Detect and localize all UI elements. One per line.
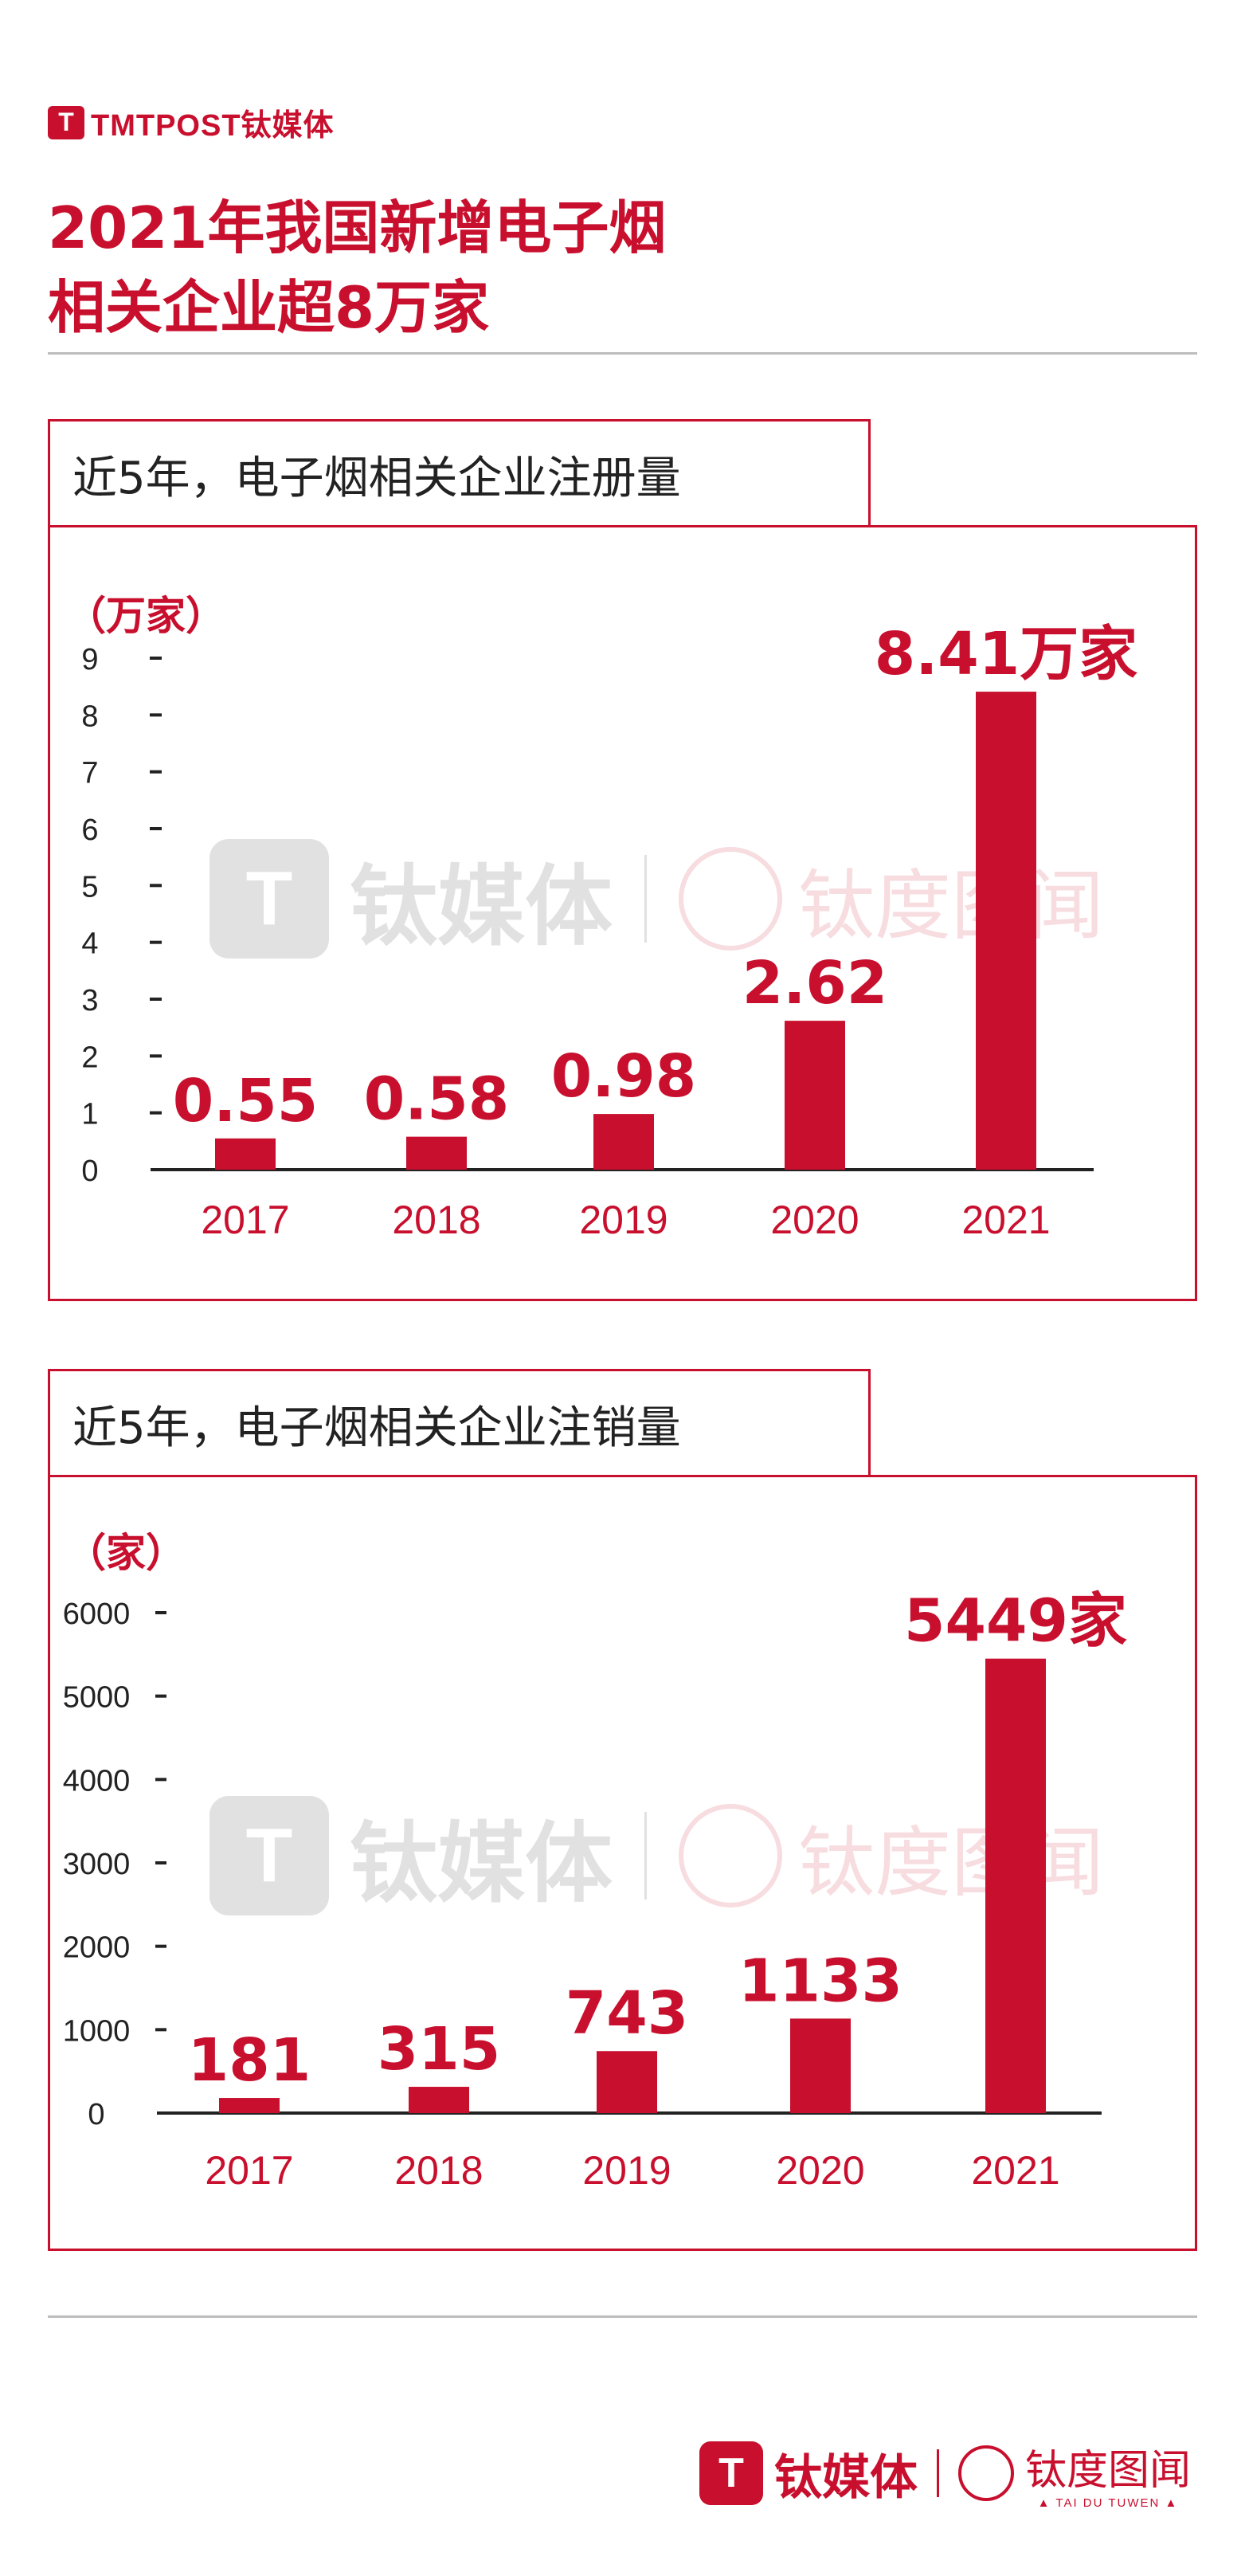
chart2-svg: （家） 0 1000 2000 3000 4000 5000 6000 181 2017 315… xyxy=(63,1530,1127,2193)
data-label-2020: 1133 xyxy=(738,1947,902,2015)
y-tick-label: 2 xyxy=(81,1041,98,1074)
bar-2017 xyxy=(219,2098,280,2113)
y-tick-label: 7 xyxy=(81,757,98,790)
bar-2019 xyxy=(593,1114,654,1170)
page-title-line2: 相关企业超8万家 xyxy=(48,274,490,341)
y-tick-label: 1000 xyxy=(63,2014,131,2048)
data-label-2020: 2.62 xyxy=(742,949,888,1017)
y-tick-label: 4000 xyxy=(63,1764,131,1798)
watermark-name2: 钛度图闻 xyxy=(798,861,1104,951)
bar-2017 xyxy=(215,1138,276,1170)
y-tick-label: 8 xyxy=(81,700,98,733)
y-tick-label: 4 xyxy=(81,927,98,961)
x-category-label: 2020 xyxy=(776,2148,864,2193)
footer-brand2-name: 钛度图闻 xyxy=(1025,2447,1192,2495)
x-category-label: 2019 xyxy=(582,2148,671,2193)
x-category-label: 2021 xyxy=(971,2148,1059,2193)
x-category-label: 2019 xyxy=(579,1198,668,1242)
y-tick-label: 0 xyxy=(81,1155,98,1188)
chart1-panel: T 钛媒体 钛度图闻 （万家） 0 1 2 3 4 5 6 7 8 9 0.55 2017 0.58 2… xyxy=(48,525,1197,1301)
page-title: 2021年我国新增电子烟 相关企业超8万家 xyxy=(48,188,1083,347)
chart1-watermark: T 钛媒体 钛度图闻 xyxy=(209,835,1104,963)
footer-logo-icon: T xyxy=(699,2441,763,2505)
data-label-2017: 0.55 xyxy=(173,1067,319,1135)
y-tick-label: 1 xyxy=(81,1098,98,1131)
x-category-label: 2018 xyxy=(394,2148,483,2193)
footer-eye-icon xyxy=(958,2445,1014,2501)
bar-2018 xyxy=(406,1136,467,1170)
watermark-eye-icon xyxy=(679,1804,782,1907)
chart1-title: 近5年，电子烟相关企业注册量 xyxy=(72,453,681,504)
footer-logo: T 钛媒体 钛度图闻 ▲ TAI DU TUWEN ▲ xyxy=(699,2437,1191,2510)
tmtpost-logo-icon: T xyxy=(48,105,84,139)
chart1-title-tab: 近5年，电子烟相关企业注册量 xyxy=(48,419,871,527)
data-label-2017: 181 xyxy=(188,2026,311,2095)
top-divider xyxy=(48,352,1197,355)
y-tick-label: 3000 xyxy=(63,1848,131,1881)
watermark-name2: 钛度图闻 xyxy=(798,1817,1104,1907)
tmtpost-logo-text: TMTPOST钛媒体 xyxy=(91,109,335,143)
bar-2020 xyxy=(785,1021,845,1170)
y-tick-label: 6000 xyxy=(63,1598,131,1631)
watermark-logo-icon: T xyxy=(209,1796,329,1915)
y-tick-label: 5000 xyxy=(63,1681,131,1715)
chart2-watermark: T 钛媒体 钛度图闻 xyxy=(209,1792,1104,1919)
bar-2021 xyxy=(985,1658,1046,2113)
x-category-label: 2020 xyxy=(770,1198,859,1242)
watermark-logo-icon: T xyxy=(209,839,329,959)
data-label-2019: 743 xyxy=(566,1979,688,2048)
chart2-panel: T 钛媒体 钛度图闻 （家） 0 1000 2000 3000 4000 5000 6000… xyxy=(48,1475,1197,2251)
y-tick-label: 5 xyxy=(81,870,98,904)
x-category-label: 2021 xyxy=(961,1198,1050,1242)
y-tick-label: 2000 xyxy=(63,1931,131,1965)
footer-brand2-sub: ▲ TAI DU TUWEN ▲ xyxy=(1037,2496,1179,2510)
data-label-2018: 315 xyxy=(378,2015,500,2084)
bar-2021 xyxy=(976,692,1036,1170)
y-tick-label: 6 xyxy=(81,814,98,847)
chart2-title: 近5年，电子烟相关企业注销量 xyxy=(72,1402,681,1454)
chart1-y-axis-label: （万家） xyxy=(66,593,225,639)
chart2-y-axis-label: （家） xyxy=(66,1530,186,1576)
x-category-label: 2017 xyxy=(201,1198,289,1242)
watermark-name: 钛媒体 xyxy=(350,1813,613,1915)
watermark-eye-icon xyxy=(679,847,782,951)
data-label-2021: 5449家 xyxy=(904,1587,1127,1656)
bar-2019 xyxy=(597,2051,657,2113)
y-tick-label: 9 xyxy=(81,643,98,676)
chart2-title-tab: 近5年，电子烟相关企业注销量 xyxy=(48,1369,871,1477)
chart1-svg: （万家） 0 1 2 3 4 5 6 7 8 9 0.55 2017 0.58 2018 0.98 2019… xyxy=(66,593,1138,1242)
watermark-separator xyxy=(644,1812,647,1900)
footer-brand-name: 钛媒体 xyxy=(774,2449,918,2506)
data-label-2019: 0.98 xyxy=(551,1042,697,1111)
bar-2020 xyxy=(790,2018,851,2113)
data-label-2021: 8.41万家 xyxy=(875,620,1138,688)
watermark-separator xyxy=(644,855,647,943)
watermark-name: 钛媒体 xyxy=(350,856,613,958)
tmtpost-logo: T TMTPOST钛媒体 xyxy=(48,100,335,144)
data-label-2018: 0.58 xyxy=(364,1065,510,1134)
bar-2018 xyxy=(409,2087,469,2113)
page-title-line1: 2021年我国新增电子烟 xyxy=(48,194,667,261)
x-category-label: 2018 xyxy=(392,1198,480,1242)
footer-separator xyxy=(937,2449,939,2497)
bottom-divider xyxy=(48,2315,1197,2318)
x-category-label: 2017 xyxy=(205,2148,293,2193)
y-tick-label: 0 xyxy=(88,2098,104,2131)
y-tick-label: 3 xyxy=(81,984,98,1017)
